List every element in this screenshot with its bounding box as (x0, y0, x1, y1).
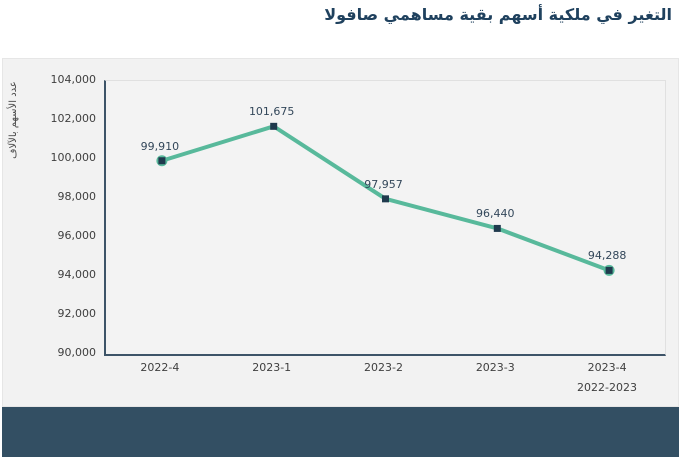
y-axis-title: عدد الأسهم بالآلاف (8, 81, 19, 159)
x-axis-title: 2022-2023 (577, 381, 637, 394)
data-point-marker (382, 195, 389, 203)
x-tick-label: 2022-4 (140, 361, 180, 374)
data-point-marker (158, 157, 166, 165)
data-point-label: 96,440 (476, 207, 515, 221)
data-point-marker (270, 122, 278, 130)
data-point-label: 97,957 (364, 177, 403, 191)
x-tick-label: 2023-1 (252, 361, 292, 374)
footer-bar (2, 407, 679, 457)
data-point-marker (605, 266, 613, 274)
y-tick-label: 104,000 (50, 73, 97, 86)
data-point-label: 101,675 (248, 105, 295, 119)
y-tick-label: 100,000 (50, 151, 97, 164)
y-tick-label: 90,000 (57, 346, 97, 359)
y-tick-label: 96,000 (57, 229, 97, 242)
y-tick-label: 102,000 (50, 112, 97, 125)
y-tick-label: 98,000 (57, 190, 97, 203)
plot-area (104, 80, 666, 356)
y-tick-label: 94,000 (57, 268, 97, 281)
data-point-marker (493, 224, 501, 232)
x-tick-label: 2023-2 (364, 361, 403, 374)
data-point-label: 94,288 (587, 249, 627, 263)
data-point-label: 99,910 (140, 139, 180, 153)
chart-card: عدد الأسهم بالآلاف 90,000 92,000 94,000 96,… (2, 58, 679, 407)
chart-title: التغير في ملكية أسهم بقية مساهمي صافولا (324, 5, 672, 24)
y-tick-label: 92,000 (57, 307, 97, 320)
x-tick-label: 2023-4 (587, 361, 627, 374)
line-series (156, 122, 615, 276)
x-tick-label: 2023-3 (475, 361, 515, 374)
